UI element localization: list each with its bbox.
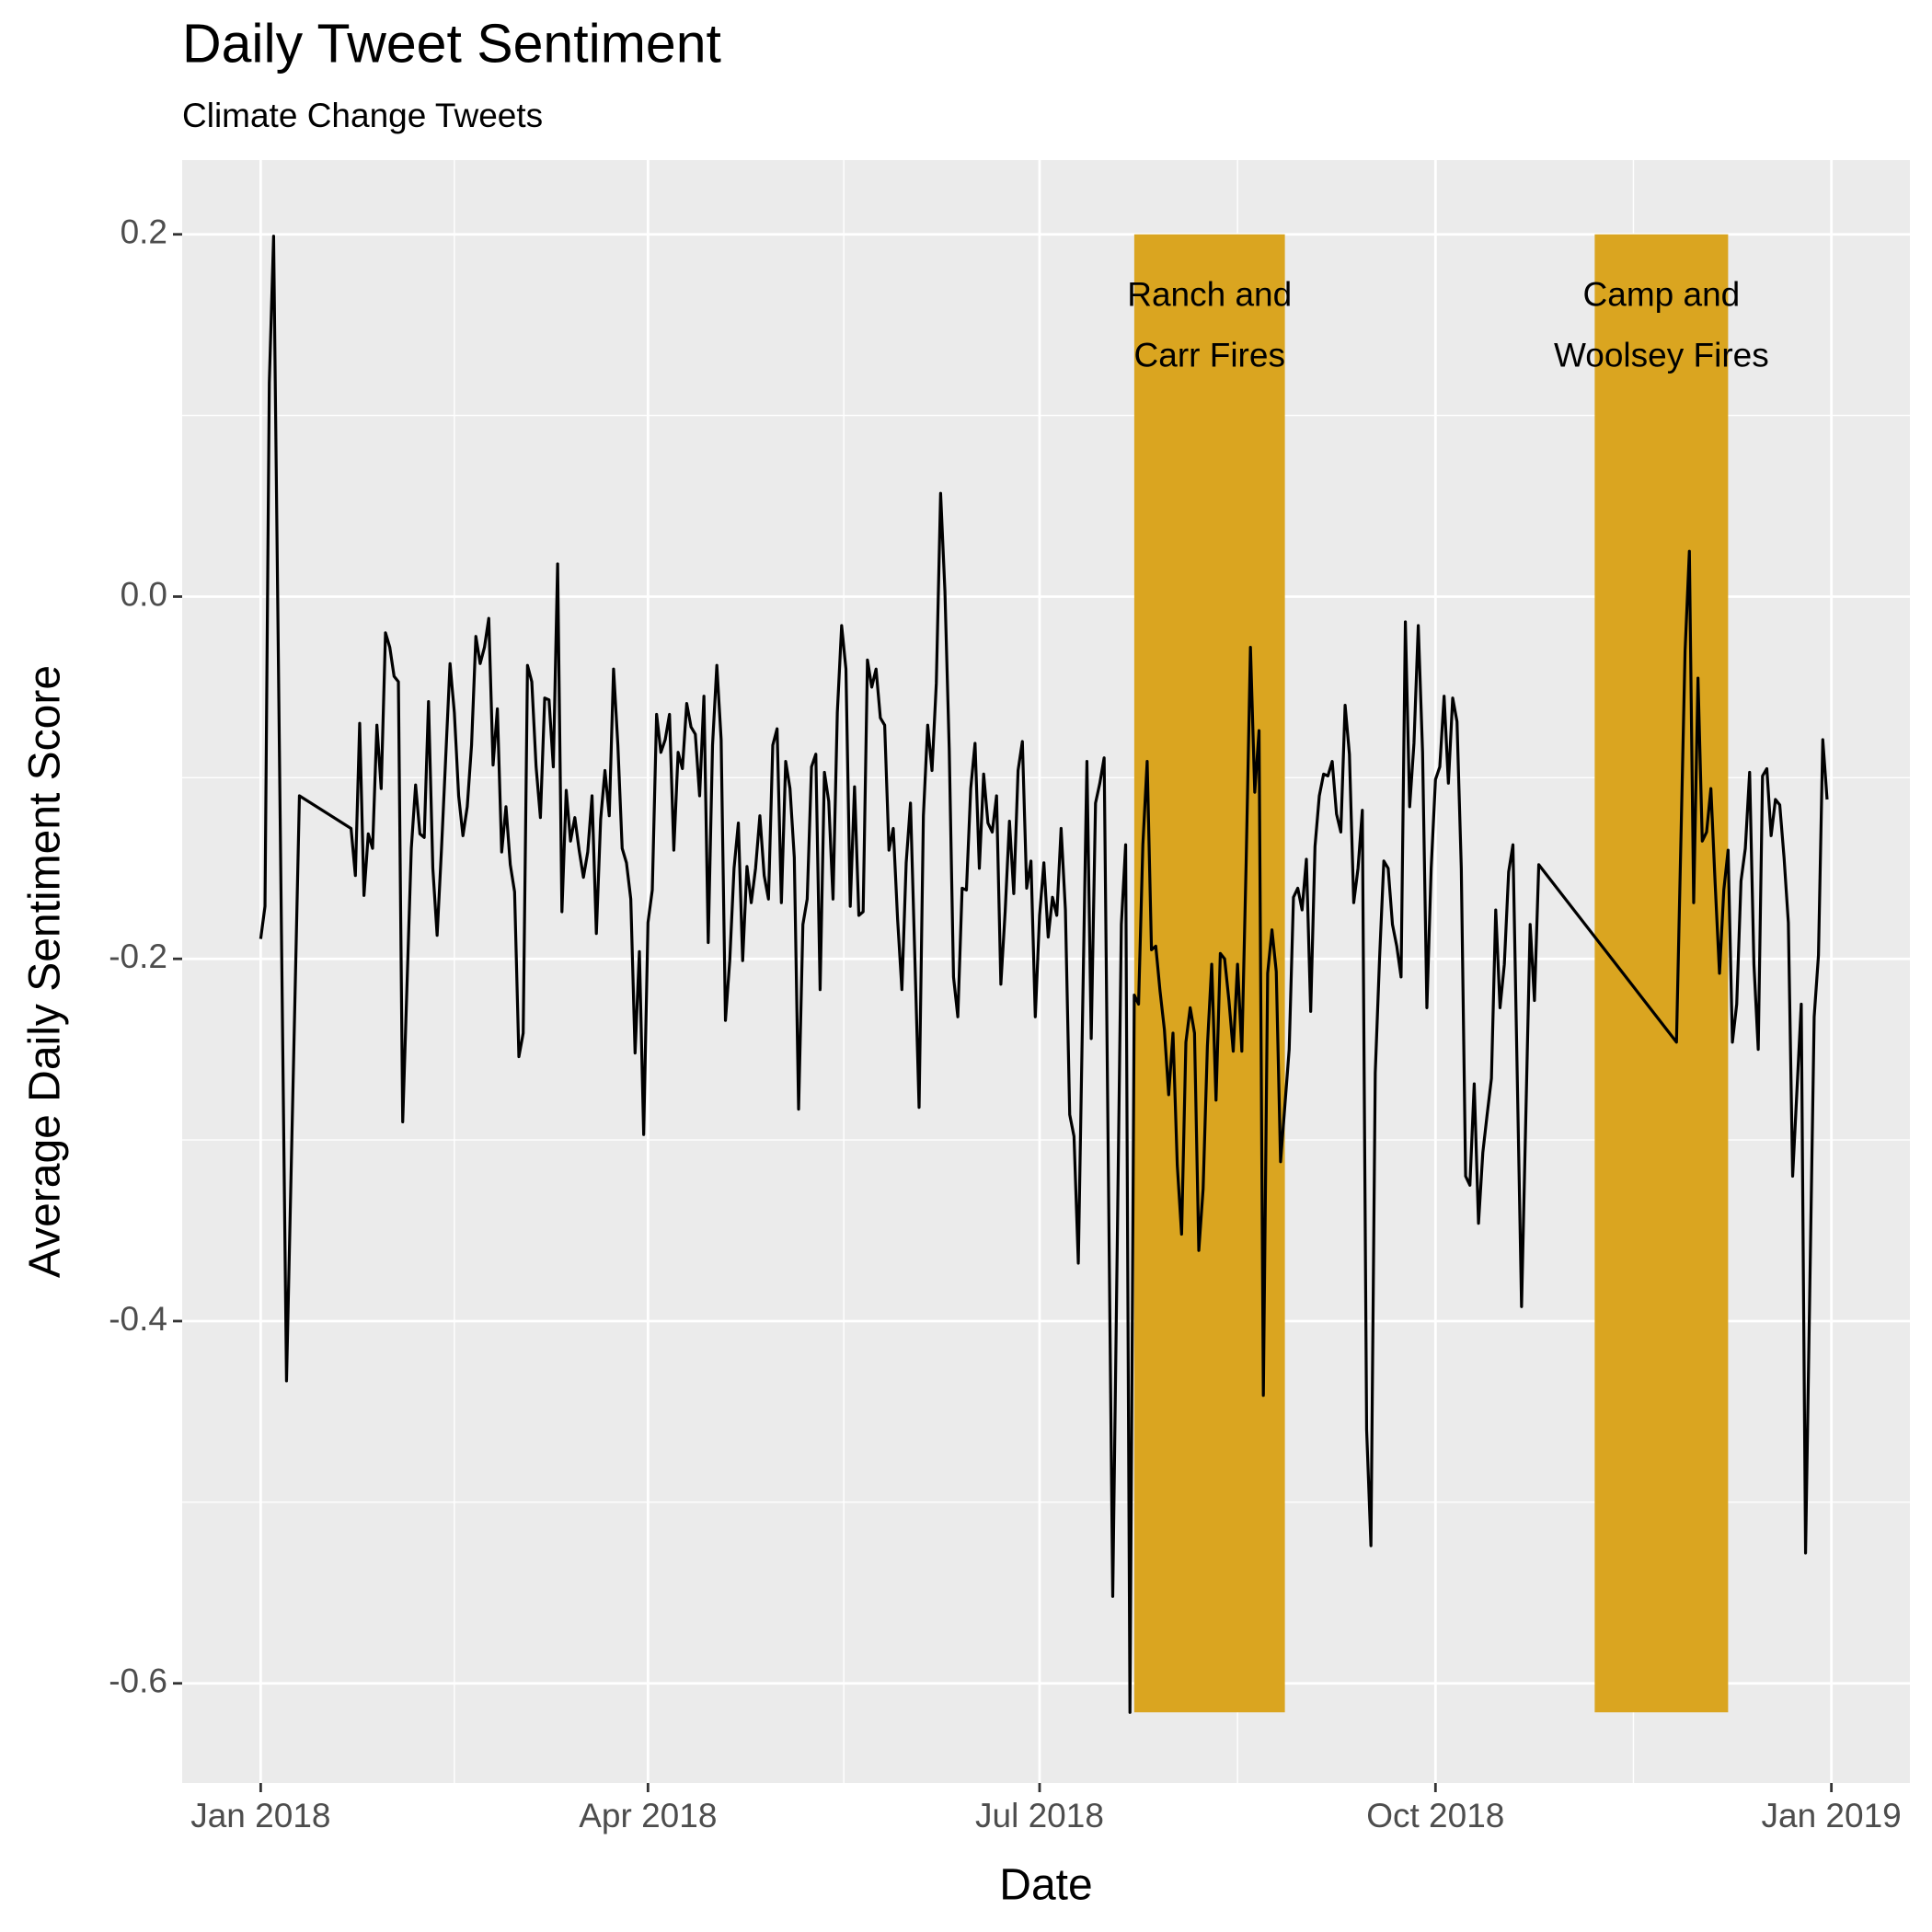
y-tick-label: -0.2 — [109, 937, 167, 975]
x-tick-label: Jan 2019 — [1762, 1797, 1902, 1834]
shaded-period — [1133, 234, 1285, 1713]
y-tick-label: -0.4 — [109, 1300, 167, 1338]
data-line — [259, 235, 1829, 1714]
chart-subtitle: Climate Change Tweets — [182, 97, 543, 134]
x-tick-label: Oct 2018 — [1366, 1797, 1504, 1834]
annotation: Camp and — [1583, 276, 1741, 314]
y-tick-label: -0.6 — [109, 1662, 167, 1700]
y-tick-label: 0.0 — [121, 575, 167, 613]
x-tick-label: Apr 2018 — [579, 1797, 717, 1834]
chart-title: Daily Tweet Sentiment — [182, 14, 721, 75]
x-tick-label: Jan 2018 — [190, 1797, 330, 1834]
x-tick-label: Jul 2018 — [975, 1797, 1104, 1834]
annotation: Carr Fires — [1134, 337, 1285, 374]
y-tick-label: 0.2 — [121, 213, 167, 251]
y-axis-title: Average Daily Sentiment Score — [21, 665, 70, 1278]
shaded-period — [1594, 234, 1729, 1713]
annotation: Woolsey Fires — [1554, 337, 1769, 374]
annotation: Ranch and — [1127, 276, 1292, 314]
x-axis-title: Date — [999, 1861, 1092, 1910]
